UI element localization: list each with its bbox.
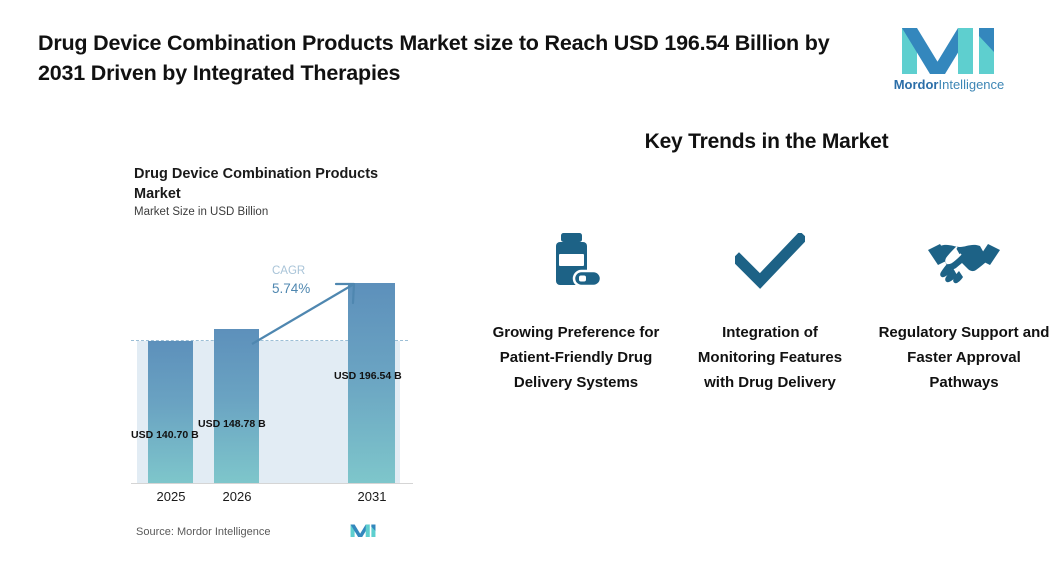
chart-title: Drug Device Combination Products Market [134, 166, 379, 202]
key-trends-panel: Key Trends in the Market Growing Prefere… [470, 112, 1063, 570]
trend-card-1: Growing Preference for Patient-Friendly … [490, 230, 662, 395]
pill-bottle-icon [549, 230, 603, 292]
checkmark-icon [735, 230, 805, 292]
wordmark-intelligence: Intelligence [938, 77, 1005, 92]
x-axis-line [131, 483, 413, 484]
bar-chart: USD 140.70 B USD 148.78 B USD 196.54 B 2… [0, 112, 470, 570]
key-trends-heading: Key Trends in the Market [644, 130, 889, 153]
trend-caption-3: Regulatory Support and Faster Approval P… [878, 324, 1050, 391]
trend-card-list: Growing Preference for Patient-Friendly … [490, 230, 1050, 395]
mordor-intelligence-logo: MordorIntelligence [884, 26, 1014, 98]
trend-caption-1: Growing Preference for Patient-Friendly … [492, 324, 660, 391]
page-header: Drug Device Combination Products Market … [0, 0, 1063, 112]
cagr-value: 5.74% [272, 281, 311, 296]
chart-source: Source: Mordor Intelligence [136, 526, 271, 538]
bar-value-2025: USD 140.70 B [131, 429, 199, 441]
source-logo-mark [350, 524, 376, 537]
trend-card-3: Regulatory Support and Faster Approval P… [878, 230, 1050, 395]
x-axis-label-2031: 2031 [357, 489, 387, 504]
bar-value-2026: USD 148.78 B [198, 418, 266, 430]
handshake-icon [926, 230, 1002, 292]
page-title: Drug Device Combination Products Market … [38, 31, 830, 85]
mordor-logo-mark [902, 28, 994, 74]
trend-card-2: Integration of Monitoring Features with … [684, 230, 856, 395]
bar-2025 [148, 341, 193, 483]
bar-2031 [348, 283, 395, 483]
chart-panel: Drug Device Combination Products Market … [0, 112, 470, 570]
wordmark-mordor: Mordor [893, 77, 939, 92]
cagr-label: CAGR [272, 265, 306, 277]
bar-2026 [214, 329, 259, 483]
bar-value-2031: USD 196.54 B [334, 370, 402, 382]
x-axis-label-2025: 2025 [156, 489, 186, 504]
trend-caption-2: Integration of Monitoring Features with … [697, 324, 843, 391]
x-axis-label-2026: 2026 [222, 489, 252, 504]
cagr-arrow-icon [251, 282, 356, 345]
chart-subtitle: Market Size in USD Billion [134, 206, 269, 218]
reference-line [131, 340, 408, 341]
mordor-logo-wordmark: MordorIntelligence [884, 77, 1014, 92]
